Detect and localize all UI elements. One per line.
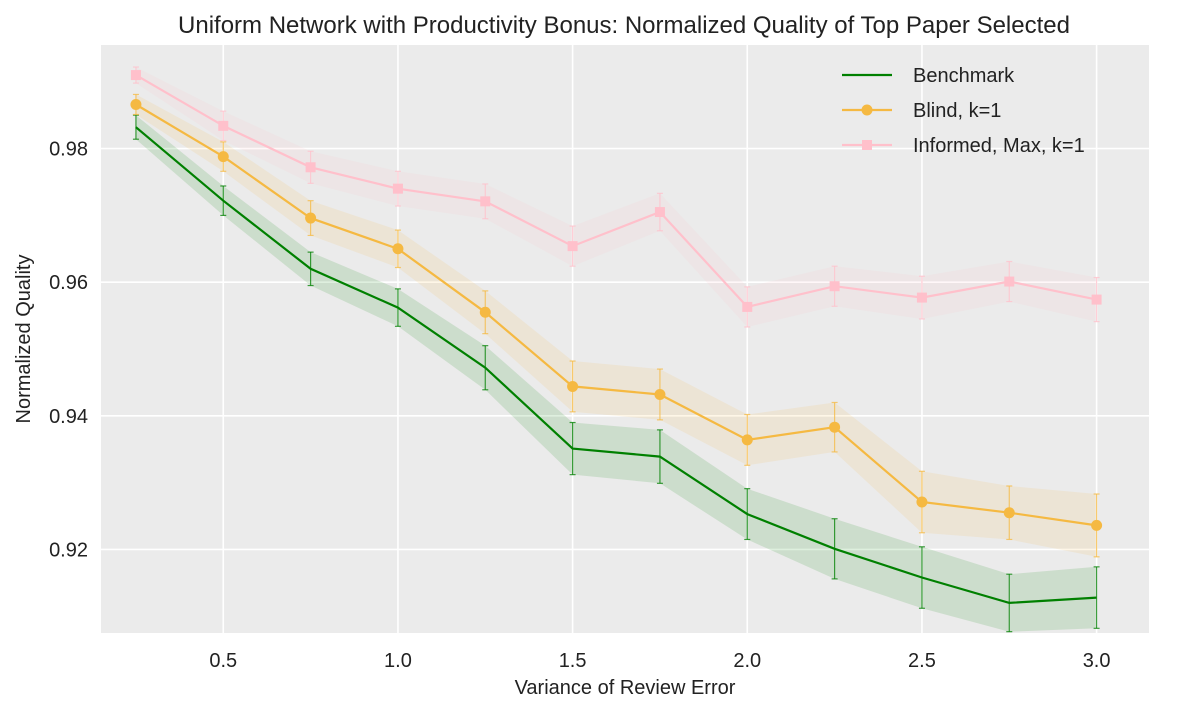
legend-item-informed-max-k-1: Informed, Max, k=1	[842, 135, 1085, 157]
informed-max-k-1-point	[130, 70, 141, 81]
informed-max-k-1-point	[480, 196, 491, 207]
y-axis-label: Normalized Quality	[13, 255, 35, 424]
series-markers	[130, 70, 1103, 531]
blind-k-1-point	[829, 421, 841, 433]
informed-max-k-1-point	[392, 183, 403, 194]
x-tick-label: 2.0	[733, 650, 761, 672]
informed-max-k-1-point	[654, 207, 665, 218]
legend-marker	[862, 140, 872, 150]
legend-marker	[861, 104, 873, 116]
grid-lines	[101, 45, 1149, 633]
blind-k-1-point	[1091, 519, 1103, 531]
legend-label: Blind, k=1	[913, 100, 1001, 122]
informed-max-k-1-point	[567, 241, 578, 252]
informed-max-k-1-point	[218, 120, 229, 131]
x-tick-label: 1.5	[559, 650, 587, 672]
blind-k-1-point	[479, 306, 491, 318]
informed-max-k-1-point	[305, 162, 316, 173]
x-tick-label: 2.5	[908, 650, 936, 672]
legend-label: Benchmark	[913, 65, 1015, 87]
series-lines	[135, 74, 1097, 605]
blind-k-1-point	[654, 388, 666, 400]
informed-max-k-1-point	[916, 292, 927, 303]
blind-k-1-point	[741, 434, 753, 446]
confidence-bands	[135, 67, 1097, 632]
blind-k-1-point	[130, 98, 142, 110]
legend: Benchmark Blind, k=1 Informed, Max, k=1	[842, 65, 1085, 157]
y-axis-ticks: 0.92 0.94 0.96 0.98	[49, 139, 88, 562]
x-tick-label: 1.0	[384, 650, 412, 672]
informed-max-k-1-point	[1091, 294, 1102, 305]
benchmark-error-bar	[1093, 566, 1100, 629]
blind-k-1-point	[217, 151, 229, 163]
informed-max-k-1-point	[829, 281, 840, 292]
benchmark-band	[135, 115, 1097, 632]
blind-k-1-band	[135, 94, 1097, 557]
blind-k-1-point	[567, 380, 579, 392]
legend-item-blind-k-1: Blind, k=1	[842, 100, 1001, 122]
informed-max-k-1-point	[1004, 276, 1015, 287]
blind-k-1-point	[305, 212, 317, 224]
x-axis-label: Variance of Review Error	[515, 677, 736, 699]
informed-max-k-1-point	[742, 301, 753, 312]
legend-label: Informed, Max, k=1	[913, 135, 1085, 157]
chart-title: Uniform Network with Productivity Bonus:…	[178, 12, 1070, 39]
y-tick-label: 0.94	[49, 406, 88, 428]
blind-k-1-line	[135, 103, 1097, 527]
plot-background	[101, 45, 1149, 633]
y-tick-label: 0.92	[49, 539, 88, 561]
blind-k-1-point	[392, 243, 404, 255]
x-tick-label: 3.0	[1083, 650, 1111, 672]
blind-k-1-point	[916, 496, 928, 508]
y-tick-label: 0.98	[49, 139, 88, 161]
x-axis-ticks: 0.5 1.0 1.5 2.0 2.5 3.0	[209, 650, 1110, 672]
informed-max-k-1-line	[135, 74, 1097, 309]
legend-item-benchmark: Benchmark	[842, 65, 1015, 87]
informed-max-k-1-band	[135, 67, 1097, 327]
x-tick-label: 0.5	[209, 650, 237, 672]
y-tick-label: 0.96	[49, 272, 88, 294]
blind-k-1-point	[1003, 507, 1015, 519]
benchmark-line	[135, 126, 1097, 605]
